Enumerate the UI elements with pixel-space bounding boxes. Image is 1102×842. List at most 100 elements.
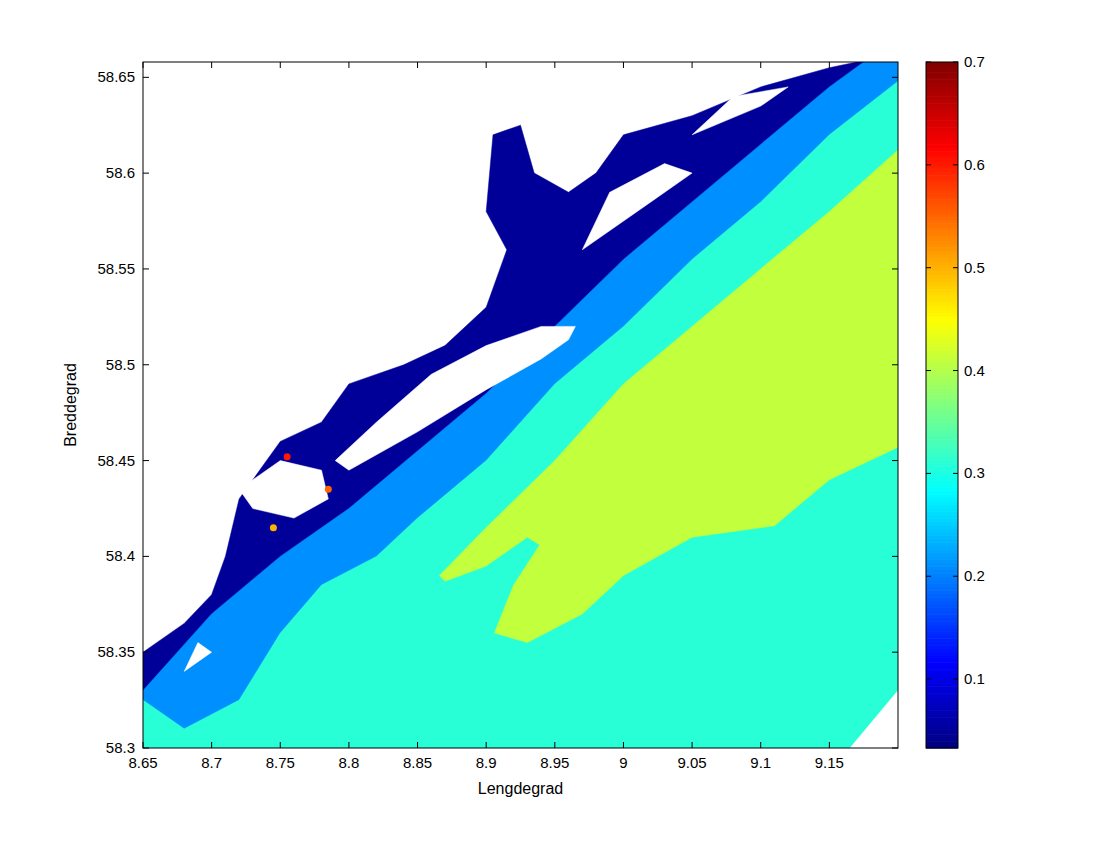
colorbar-tick <box>953 164 958 165</box>
colorbar-cell <box>926 635 958 639</box>
colorbar-cell <box>926 319 958 323</box>
colorbar-cell <box>926 367 958 371</box>
x-tick <box>211 742 212 748</box>
land <box>850 691 898 749</box>
x-tick <box>280 742 281 748</box>
x-tick <box>554 62 555 68</box>
colorbar-cell <box>926 213 958 217</box>
contour-region <box>143 81 898 748</box>
x-tick-label: 8.7 <box>201 754 222 771</box>
colorbar-frame <box>926 62 958 748</box>
colorbar-cell <box>926 570 958 574</box>
colorbar-cell <box>926 86 958 90</box>
colorbar-cell <box>926 288 958 292</box>
colorbar-tick-label: 0.4 <box>964 362 985 379</box>
colorbar-tick <box>953 473 958 474</box>
colorbar-cell <box>926 185 958 189</box>
colorbar-cell <box>926 65 958 69</box>
colorbar-cell <box>926 299 958 303</box>
colorbar-cell <box>926 419 958 423</box>
colorbar-cell <box>926 700 958 704</box>
colorbar-cell <box>926 470 958 474</box>
colorbar-cell <box>926 721 958 725</box>
colorbar-cell <box>926 556 958 560</box>
colorbar-cell <box>926 158 958 162</box>
colorbar-cell <box>926 518 958 522</box>
x-tick <box>554 742 555 748</box>
colorbar-cell <box>926 508 958 512</box>
colorbar-cell <box>926 614 958 618</box>
colorbar-cell <box>926 676 958 680</box>
x-tick <box>692 742 693 748</box>
colorbar-cell <box>926 436 958 440</box>
colorbar-cell <box>926 552 958 556</box>
colorbar-cell <box>926 151 958 155</box>
colorbar-cell <box>926 697 958 701</box>
colorbar-cell <box>926 703 958 707</box>
x-tick-label: 9.15 <box>815 754 844 771</box>
y-tick <box>892 460 898 461</box>
colorbar-cell <box>926 422 958 426</box>
colorbar-cell <box>926 230 958 234</box>
colorbar-cell <box>926 137 958 141</box>
colorbar-cell <box>926 354 958 358</box>
colorbar-cell <box>926 117 958 121</box>
x-tick-label: 8.75 <box>266 754 295 771</box>
colorbar-cell <box>926 113 958 117</box>
colorbar-cell <box>926 566 958 570</box>
colorbar-cell <box>926 237 958 241</box>
colorbar-cell <box>926 223 958 227</box>
x-tick-label: 9.1 <box>750 754 771 771</box>
contour-region <box>143 62 898 748</box>
colorbar-tick <box>926 473 931 474</box>
colorbar-cell <box>926 645 958 649</box>
land <box>692 87 788 135</box>
colorbar-cell <box>926 103 958 107</box>
colorbar-cell <box>926 463 958 467</box>
y-tick-label: 58.3 <box>106 739 135 756</box>
plot-frame <box>143 62 898 748</box>
colorbar-tick-label: 0.3 <box>964 464 985 481</box>
colorbar-tick-label: 0.2 <box>964 567 985 584</box>
colorbar-tick-label: 0.5 <box>964 259 985 276</box>
x-tick <box>486 742 487 748</box>
colorbar-cell <box>926 278 958 282</box>
x-tick <box>348 742 349 748</box>
colorbar-cell <box>926 673 958 677</box>
colorbar-cell <box>926 391 958 395</box>
colorbar-cell <box>926 405 958 409</box>
colorbar-cell <box>926 264 958 268</box>
colorbar-cell <box>926 601 958 605</box>
y-tick <box>892 268 898 269</box>
colorbar-cell <box>926 741 958 745</box>
colorbar-cell <box>926 203 958 207</box>
y-axis-label: Breddegrad <box>62 363 79 447</box>
colorbar-cell <box>926 546 958 550</box>
colorbar-cell <box>926 652 958 656</box>
colorbar-cell <box>926 196 958 200</box>
x-tick <box>623 62 624 68</box>
y-tick <box>143 748 149 749</box>
colorbar-cell <box>926 192 958 196</box>
colorbar-cell <box>926 426 958 430</box>
y-tick <box>892 77 898 78</box>
colorbar-cell <box>926 79 958 83</box>
colorbar-cell <box>926 662 958 666</box>
colorbar-cell <box>926 631 958 635</box>
x-tick <box>692 62 693 68</box>
colorbar-cell <box>926 107 958 111</box>
colorbar-cell <box>926 330 958 334</box>
colorbar-cell <box>926 532 958 536</box>
colorbar-cell <box>926 155 958 159</box>
y-tick-label: 58.4 <box>106 547 135 564</box>
y-tick-label: 58.55 <box>97 260 135 277</box>
colorbar-cell <box>926 295 958 299</box>
colorbar-cell <box>926 549 958 553</box>
hotspot <box>270 524 277 531</box>
colorbar-cell <box>926 336 958 340</box>
colorbar-cell <box>926 511 958 515</box>
colorbar: 0.10.20.30.40.50.60.7 <box>926 53 985 749</box>
x-tick-label: 8.95 <box>540 754 569 771</box>
x-tick <box>348 62 349 68</box>
colorbar-cell <box>926 381 958 385</box>
